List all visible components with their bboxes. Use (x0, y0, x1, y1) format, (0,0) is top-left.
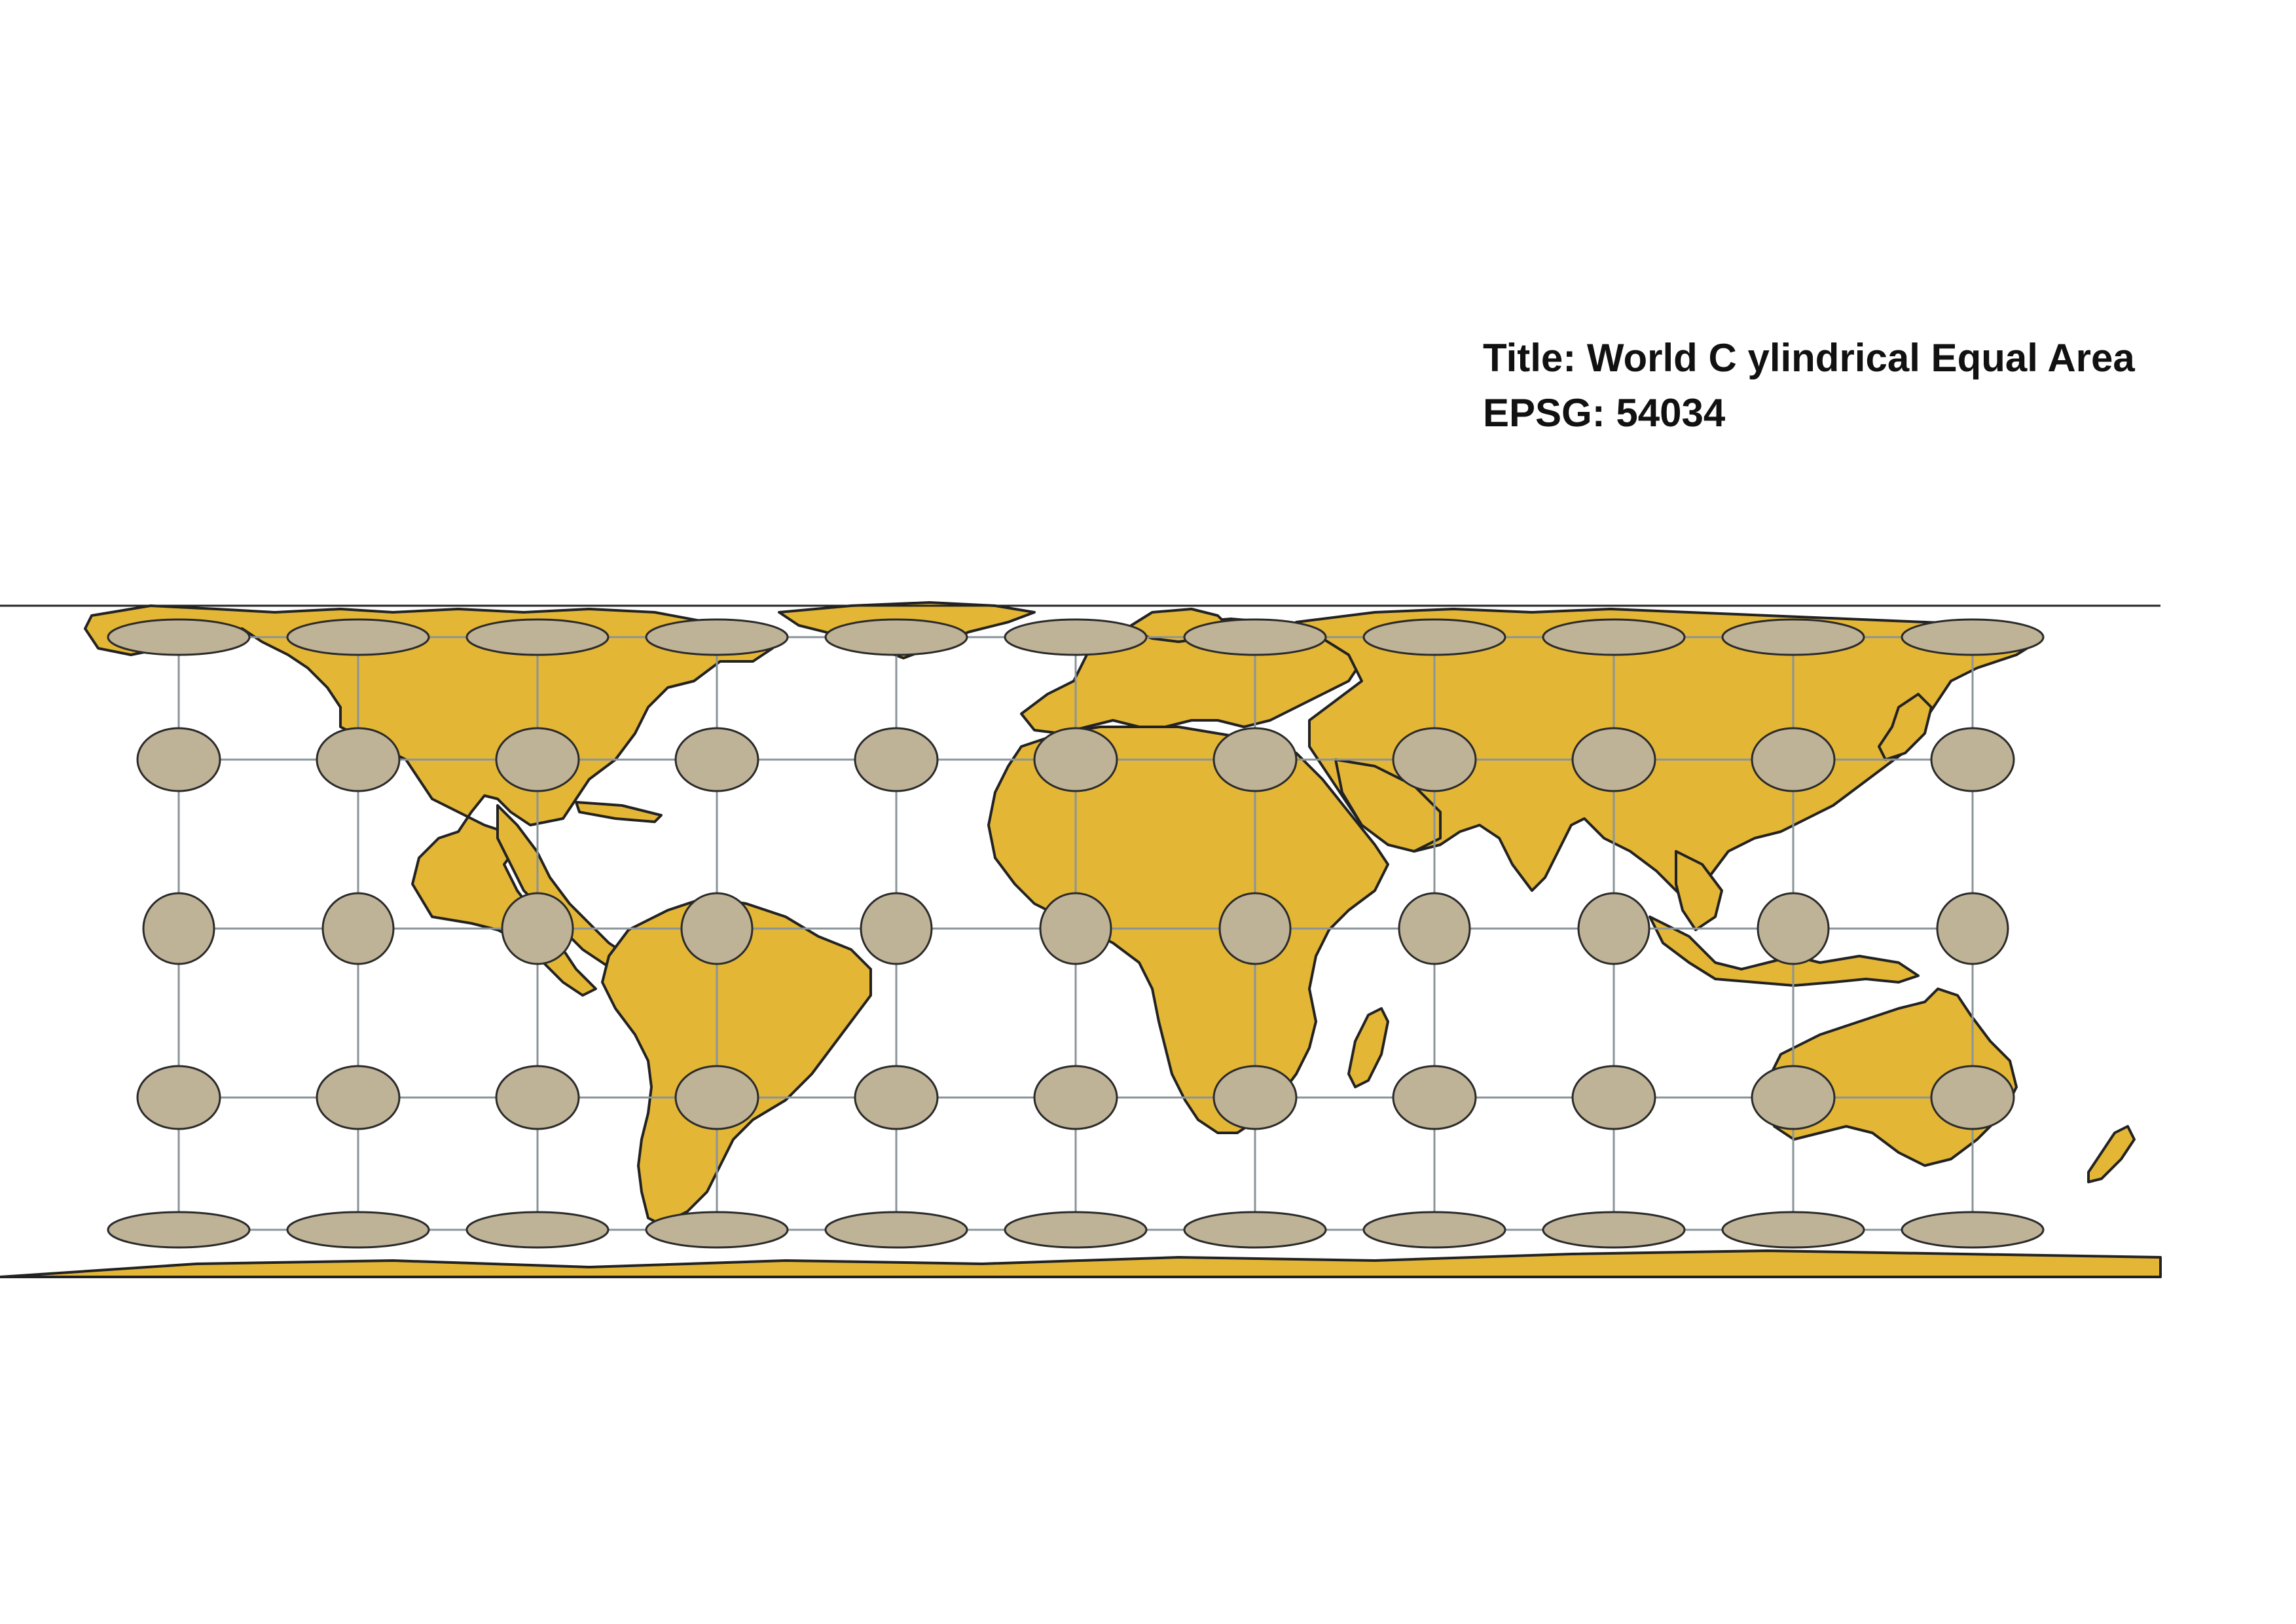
tissot-indicatrix (1362, 1211, 1506, 1249)
tissot-indicatrix (1930, 1065, 2015, 1130)
tissot-indicatrix (645, 618, 789, 656)
tissot-indicatrix (495, 727, 580, 792)
antarctica-landmass (0, 1249, 2162, 1278)
tissot-indicatrix (1033, 1065, 1118, 1130)
tissot-indicatrix (286, 618, 430, 656)
indonesia-islands (1649, 915, 1920, 987)
tissot-indicatrix (1930, 727, 2015, 792)
tissot-indicatrix (316, 727, 401, 792)
tissot-indicatrix (1004, 1211, 1148, 1249)
tissot-indicatrix (1721, 618, 1865, 656)
tissot-indicatrix (107, 1211, 251, 1249)
tissot-indicatrix (1398, 892, 1471, 965)
tissot-indicatrix (1936, 892, 2009, 965)
tissot-indicatrix (680, 892, 754, 965)
tissot-indicatrix (674, 1065, 759, 1130)
tissot-indicatrix (1212, 727, 1298, 792)
tissot-indicatrix (1751, 1065, 1836, 1130)
tissot-indicatrix (1757, 892, 1830, 965)
tissot-indicatrix (495, 1065, 580, 1130)
tissot-indicatrix (1901, 618, 2045, 656)
tissot-indicatrix (501, 892, 574, 965)
south-america-landmass (601, 896, 872, 1226)
tissot-indicatrix (1901, 1211, 2045, 1249)
tissot-indicatrix (142, 892, 215, 965)
tissot-indicatrix (1004, 618, 1148, 656)
tissot-indicatrix (674, 727, 759, 792)
arabian-peninsula (1334, 758, 1442, 853)
tissot-indicatrix (645, 1211, 789, 1249)
tissot-indicatrix (1033, 727, 1118, 792)
map-title: Title: World C ylindrical Equal Area (1483, 336, 2135, 380)
tissot-indicatrix (1183, 618, 1327, 656)
tissot-indicatrix (854, 1065, 939, 1130)
tissot-indicatrix (316, 1065, 401, 1130)
tissot-indicatrix (286, 1211, 430, 1249)
tissot-indicatrix (1542, 618, 1686, 656)
tissot-indicatrix (1392, 727, 1477, 792)
tissot-indicatrix (107, 618, 251, 656)
epsg-code: EPSG: 54034 (1483, 391, 1726, 435)
tissot-indicatrix (1039, 892, 1112, 965)
tissot-indicatrix-layer (107, 618, 2045, 1249)
tissot-indicatrix (1571, 727, 1656, 792)
tissot-indicatrix (824, 1211, 968, 1249)
caribbean-islands (575, 801, 663, 823)
tissot-indicatrix (1721, 1211, 1865, 1249)
japan-landmass (1878, 693, 1933, 761)
tissot-indicatrix (136, 1065, 221, 1130)
tissot-indicatrix (1577, 892, 1650, 965)
tissot-indicatrix (321, 892, 395, 965)
tissot-indicatrix (1362, 618, 1506, 656)
tissot-indicatrix (465, 618, 610, 656)
tissot-indicatrix (1751, 727, 1836, 792)
tissot-indicatrix (1212, 1065, 1298, 1130)
title-block: Title: World C ylindrical Equal Area EPS… (1483, 331, 2135, 441)
tissot-indicatrix (1571, 1065, 1656, 1130)
madagascar-landmass (1347, 1007, 1389, 1088)
tissot-indicatrix (136, 727, 221, 792)
tissot-indicatrix (1542, 1211, 1686, 1249)
southeast-asia-landmass (1675, 850, 1723, 931)
tissot-indicatrix (1392, 1065, 1477, 1130)
tissot-indicatrix (1218, 892, 1292, 965)
tissot-indicatrix (854, 727, 939, 792)
tissot-indicatrix (1183, 1211, 1327, 1249)
new-zealand-landmass (2087, 1125, 2136, 1183)
tissot-indicatrix (860, 892, 933, 965)
tissot-indicatrix (465, 1211, 610, 1249)
tissot-indicatrix (824, 618, 968, 656)
